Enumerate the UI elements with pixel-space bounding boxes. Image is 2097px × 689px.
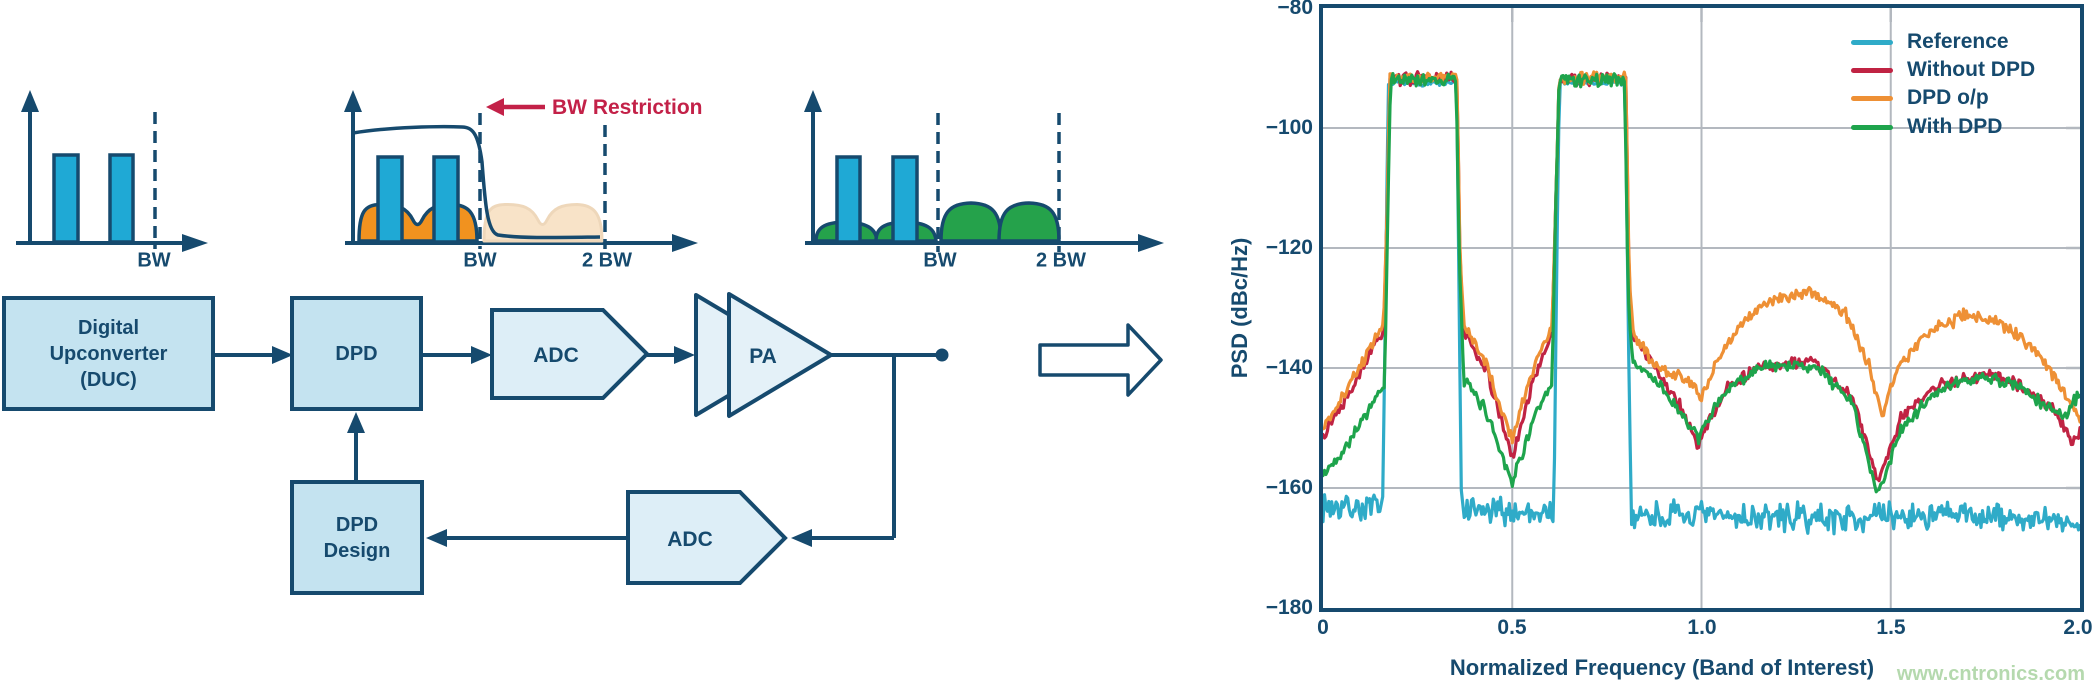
carrier-bar [891, 155, 919, 244]
x-tick-label: 2.0 [2063, 616, 2093, 639]
green-hump-large [997, 201, 1061, 243]
block-diagram: ADC PA ADC [2, 292, 1163, 595]
arrowhead-icon [347, 412, 365, 433]
psd-chart [1321, 8, 2082, 608]
dpd-label-text: DPD [335, 342, 378, 365]
spectrum-pa-output [804, 90, 1164, 252]
x-axis-arrow-icon [672, 234, 698, 252]
duc-label-line1: Digital [77, 316, 140, 339]
two-bw-label-2: 2 BW [582, 249, 632, 272]
x-axis-arrow-icon [182, 234, 208, 252]
adc-feedback-label: ADC [667, 528, 713, 551]
carrier-bar [835, 155, 862, 244]
adc-feedback-block [626, 490, 788, 585]
dpd-label: DPD [292, 298, 421, 409]
arrowhead-icon [674, 346, 695, 364]
y-tick-label: −160 [1265, 476, 1313, 499]
legend-label: With DPD [1907, 115, 2003, 138]
carrier-bar [52, 153, 80, 244]
y-tick-label: −180 [1265, 596, 1313, 619]
series-line-with-dpd [1321, 72, 2082, 494]
duc-label: Digital Upconverter (DUC) [4, 298, 213, 409]
dpd-block [290, 296, 423, 411]
bw-restriction-label: BW Restriction [552, 96, 703, 119]
legend-swatch [1851, 124, 1893, 130]
x-tick-label: 0 [1317, 616, 1329, 639]
carrier-bar [108, 153, 135, 244]
dpd-design-line2: Design [323, 539, 391, 562]
duc-label-line3: (DUC) [80, 368, 137, 391]
adc-forward-block [490, 308, 650, 400]
x-tick-label: 1.0 [1687, 616, 1717, 639]
restriction-arrow-icon [486, 98, 504, 116]
legend-swatch [1851, 39, 1893, 45]
carrier-bar [432, 155, 460, 244]
bw-label-2: BW [463, 249, 497, 272]
series-line-reference [1321, 78, 2082, 536]
green-hump-large [939, 201, 1003, 243]
spectrum-before-pa [16, 90, 208, 252]
two-bw-label-3: 2 BW [1036, 249, 1086, 272]
psd-plot-area: Reference Without DPD DPD o/p With DPD [1319, 4, 2084, 612]
y-tick-label: −100 [1265, 116, 1313, 139]
watermark: www.cntronics.com [1896, 663, 2085, 685]
y-axis-title: PSD (dBc/Hz) [1227, 237, 1252, 379]
signal-chain-diagram: ADC PA ADC [2, 90, 1164, 595]
arrowhead-icon [272, 346, 293, 364]
dpd-design-line1: DPD [335, 513, 379, 536]
y-axis-arrow-icon [21, 90, 39, 112]
dpd-design-label: DPD Design [292, 482, 422, 593]
y-tick-label: −140 [1265, 356, 1313, 379]
legend-label: Without DPD [1907, 58, 2036, 81]
legend-item-dpd-op: DPD o/p [1851, 86, 1989, 110]
output-node-dot [935, 348, 949, 362]
y-tick-label: −120 [1265, 236, 1313, 259]
y-tick-label: −80 [1277, 0, 1313, 19]
legend-label: DPD o/p [1907, 86, 1989, 109]
legend-swatch [1851, 67, 1893, 73]
big-arrow-icon [1038, 323, 1163, 397]
arrowhead-icon [471, 346, 492, 364]
legend-item-reference: Reference [1851, 30, 2009, 54]
arrowhead-icon [791, 529, 812, 547]
bw-label-1: BW [137, 249, 171, 272]
legend-label: Reference [1907, 30, 2009, 53]
faded-distortion-humps [482, 202, 604, 243]
x-tick-label: 0.5 [1497, 616, 1527, 639]
legend-item-without-dpd: Without DPD [1851, 58, 2035, 82]
x-axis-title: Normalized Frequency (Band of Interest) [1449, 655, 1875, 680]
pa-label: PA [749, 345, 777, 368]
y-axis-arrow-icon [344, 90, 362, 112]
filter-response-curve [352, 124, 601, 240]
duc-label-line2: Upconverter [49, 342, 168, 365]
arrowhead-icon [426, 529, 447, 547]
bw-label-3: BW [923, 249, 957, 272]
legend-swatch [1851, 95, 1893, 101]
x-tick-label: 1.5 [1876, 616, 1906, 639]
pa-triangle-front [727, 292, 833, 418]
carrier-bar [376, 155, 404, 244]
legend-item-with-dpd: With DPD [1851, 115, 2002, 139]
spectrum-dpd-output [344, 90, 698, 252]
y-axis-arrow-icon [804, 90, 822, 112]
adc-forward-label: ADC [533, 344, 579, 367]
x-axis-arrow-icon [1138, 234, 1164, 252]
